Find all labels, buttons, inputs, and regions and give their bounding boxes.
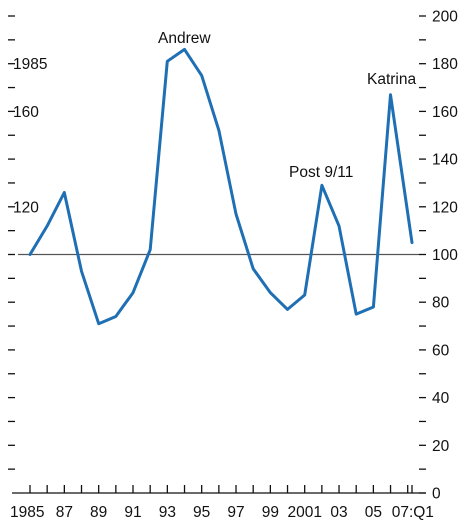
- left-y-tick-label: 160: [13, 104, 39, 121]
- x-tick-label: 05: [365, 504, 382, 521]
- x-tick-label: 95: [193, 504, 210, 521]
- annotation-label: Andrew: [158, 30, 211, 47]
- right-y-tick-label: 80: [432, 295, 450, 312]
- x-tick-label: 91: [124, 504, 141, 521]
- right-y-tick-label: 120: [432, 199, 458, 216]
- tick-marks: [8, 15, 426, 494]
- right-y-tick-label: 160: [432, 104, 458, 121]
- x-tick-label: 97: [227, 504, 244, 521]
- right-y-tick-label: 40: [432, 390, 450, 407]
- x-tick-label: 2001: [287, 504, 321, 521]
- right-y-tick-label: 20: [432, 438, 450, 455]
- left-y-tick-label: 120: [13, 199, 39, 216]
- series-line: [28, 47, 414, 326]
- series-points: [29, 49, 413, 324]
- x-tick-label: 07:Q1: [392, 504, 434, 521]
- annotation-label: Post 9/11: [289, 164, 353, 181]
- x-tick-label: 93: [159, 504, 176, 521]
- left-y-tick-label: 1985: [13, 56, 47, 73]
- right-y-tick-label: 180: [432, 56, 458, 73]
- x-tick-label: 99: [262, 504, 279, 521]
- right-y-tick-label: 140: [432, 152, 458, 169]
- annotation-label: Katrina: [367, 71, 416, 88]
- right-y-tick-label: 60: [432, 342, 450, 359]
- x-tick-label: 1985: [10, 504, 44, 521]
- right-y-tick-label: 100: [432, 247, 458, 264]
- x-tick-label: 89: [90, 504, 107, 521]
- annotations: Andrew Post 9/11 Katrina: [158, 30, 416, 181]
- x-tick-label: 03: [330, 504, 347, 521]
- x-tick-label: 87: [56, 504, 73, 521]
- tick-labels: 0 20 40 60 80 100 120 140 160 180 200 120 160 1985 198…: [10, 9, 458, 522]
- right-y-tick-label: 200: [432, 9, 458, 26]
- right-y-tick-label: 0: [432, 486, 441, 503]
